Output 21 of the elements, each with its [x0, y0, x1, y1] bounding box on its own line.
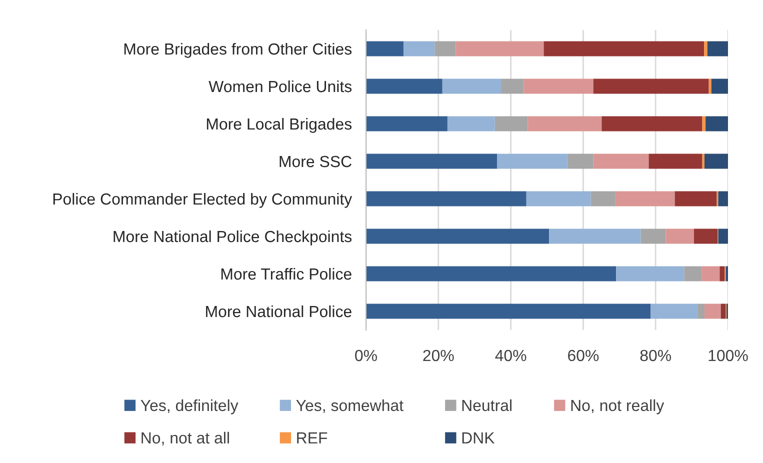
- y-tick-label: More Traffic Police: [221, 268, 352, 280]
- x-tick-label: 0%: [355, 350, 377, 362]
- x-tick-label: 40%: [495, 350, 526, 362]
- legend-label: DNK: [462, 432, 495, 444]
- y-tick-label: Police Commander Elected by Community: [53, 192, 352, 208]
- y-tick-label: More National Police: [206, 305, 352, 318]
- y-tick-label: More Local Brigades: [206, 118, 352, 133]
- x-tick-label: 60%: [568, 350, 599, 362]
- y-tick-label: More SSC: [280, 156, 352, 168]
- x-tick-label: 20%: [423, 350, 454, 362]
- legend-label: Yes, definitely: [140, 399, 238, 414]
- legend-label: Neutral: [462, 399, 512, 412]
- x-tick-label: 100%: [708, 350, 748, 362]
- y-tick-label: More National Police Checkpoints: [114, 230, 352, 246]
- x-tick-label: 80%: [640, 350, 672, 362]
- y-tick-label: More Brigades from Other Cities: [124, 42, 352, 58]
- legend-label: Yes, somewhat: [296, 399, 404, 413]
- legend-label: No, not really: [571, 399, 664, 414]
- y-tick-label: Women Police Units: [208, 80, 352, 92]
- legend-label: No, not at all: [142, 432, 229, 446]
- legend-label: REF: [297, 432, 328, 444]
